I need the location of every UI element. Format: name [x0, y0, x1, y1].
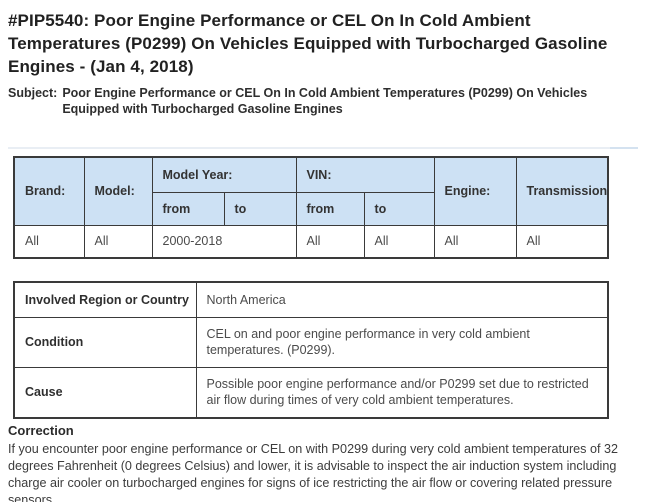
subject-text: Poor Engine Performance or CEL On In Col… — [62, 86, 588, 116]
details-table: Involved Region or Country North America… — [13, 281, 609, 419]
col-header-model-year-to: to — [223, 191, 297, 226]
row-value-cause: Possible poor engine performance and/or … — [195, 366, 609, 419]
col-header-model: Model: — [83, 156, 153, 226]
correction-heading: Correction — [8, 423, 74, 438]
col-header-model-year-from: from — [151, 191, 225, 226]
correction-section: Correction If you encounter poor engine … — [8, 423, 650, 502]
page-title: #PIP5540: Poor Engine Performance or CEL… — [8, 11, 608, 76]
row-label-involved-region: Involved Region or Country — [13, 281, 197, 318]
table-row: All All 2000-2018 All All All All — [13, 224, 609, 259]
row-value-involved-region: North America — [195, 281, 609, 318]
col-header-vin: VIN: — [295, 156, 435, 193]
table-row: Condition CEL on and poor engine perform… — [13, 316, 609, 368]
col-header-vin-to: to — [363, 191, 435, 226]
row-label-cause: Cause — [13, 366, 197, 419]
table-row: Cause Possible poor engine performance a… — [13, 366, 609, 419]
row-value-condition: CEL on and poor engine performance in ve… — [195, 316, 609, 368]
subject-line: Subject: Poor Engine Performance or CEL … — [0, 85, 650, 117]
col-header-vin-from: from — [295, 191, 365, 226]
cell-brand: All — [13, 224, 85, 259]
col-header-model-year: Model Year: — [151, 156, 297, 193]
cell-vin-from: All — [295, 224, 365, 259]
correction-text: If you encounter poor engine performance… — [8, 442, 618, 502]
cell-transmission: All — [515, 224, 609, 259]
col-header-brand: Brand: — [13, 156, 85, 226]
row-label-condition: Condition — [13, 316, 197, 368]
cell-model-year: 2000-2018 — [151, 224, 297, 259]
subject-label: Subject: — [8, 86, 58, 100]
divider-rule-tip — [610, 147, 638, 149]
col-header-engine: Engine: — [433, 156, 517, 226]
table-row: Involved Region or Country North America — [13, 281, 609, 318]
cell-engine: All — [433, 224, 517, 259]
cell-model: All — [83, 224, 153, 259]
col-header-transmission: Transmission: — [515, 156, 609, 226]
vehicle-applicability-table: Brand: Model: Model Year: VIN: Engine: T… — [13, 156, 609, 259]
cell-vin-to: All — [363, 224, 435, 259]
divider-rule — [8, 147, 638, 149]
